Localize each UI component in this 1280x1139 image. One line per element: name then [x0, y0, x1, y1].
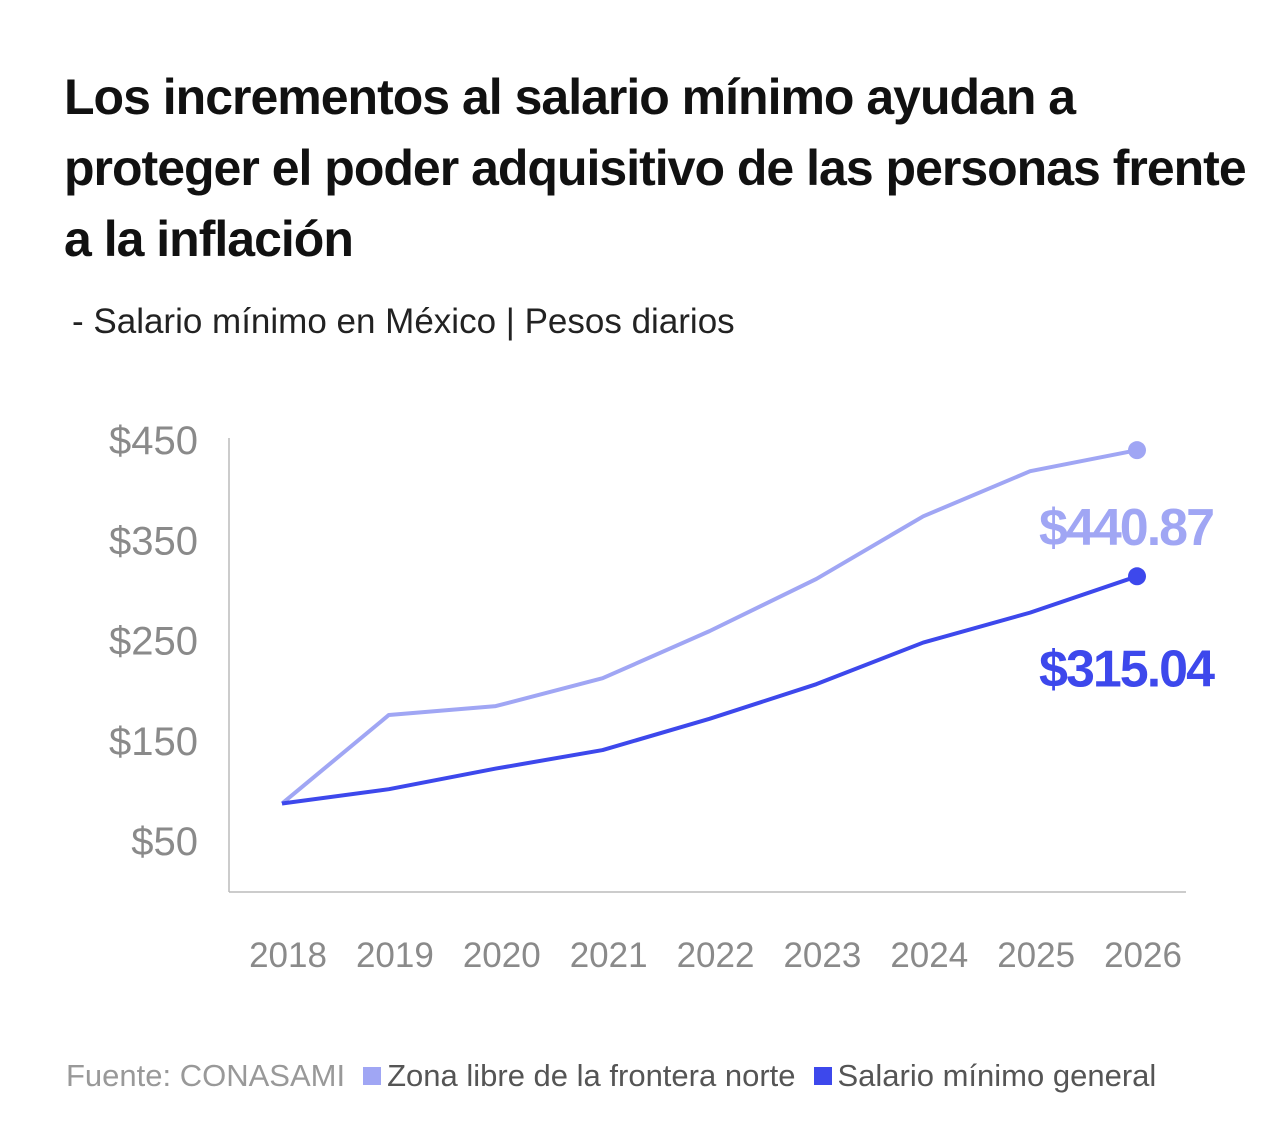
source-note: Fuente: CONASAMI: [66, 1058, 346, 1093]
y-tick-label: $150: [109, 720, 198, 764]
legend-item-general: Salario mínimo general: [813, 1058, 1157, 1094]
x-tick-label: 2018: [249, 936, 327, 975]
end-point-marker: [1128, 567, 1146, 586]
y-tick-label: $450: [109, 419, 198, 463]
end-value-label: $440.87: [1039, 499, 1213, 557]
x-tick-label: 2026: [1104, 936, 1182, 975]
x-tick-label: 2024: [890, 936, 968, 975]
x-tick-label: 2022: [677, 936, 755, 975]
end-point-marker: [1128, 441, 1146, 460]
y-tick-label: $250: [109, 620, 198, 664]
chart-title: Los incrementos al salario mínimo ayudan…: [64, 69, 1247, 267]
end-value-label: $315.04: [1039, 640, 1215, 698]
x-tick-label: 2023: [783, 936, 861, 975]
series-line-0: [280, 448, 1138, 806]
legend-label: Salario mínimo general: [837, 1058, 1157, 1093]
legend-item-frontera: Zona libre de la frontera norte: [363, 1058, 796, 1094]
y-tick-label: $350: [109, 519, 198, 563]
legend-swatch: [363, 1067, 382, 1085]
chart-subtitle: - Salario mínimo en México | Pesos diari…: [72, 302, 735, 341]
x-tick-label: 2020: [463, 936, 541, 975]
x-tick-label: 2021: [570, 936, 648, 975]
series-line-1: [281, 574, 1138, 806]
y-tick-label: $50: [131, 820, 198, 864]
chart-footer: Fuente: CONASAMI Zona libre de la fronte…: [66, 1058, 1156, 1094]
line-chart: $50 $150 $250 $350 $450 2018 2019 2020 2021 2022 2…: [109, 419, 1217, 975]
x-tick-label: 2025: [997, 936, 1075, 975]
x-tick-label: 2019: [356, 936, 434, 975]
legend-swatch: [813, 1067, 832, 1085]
legend-label: Zona libre de la frontera norte: [387, 1058, 796, 1093]
